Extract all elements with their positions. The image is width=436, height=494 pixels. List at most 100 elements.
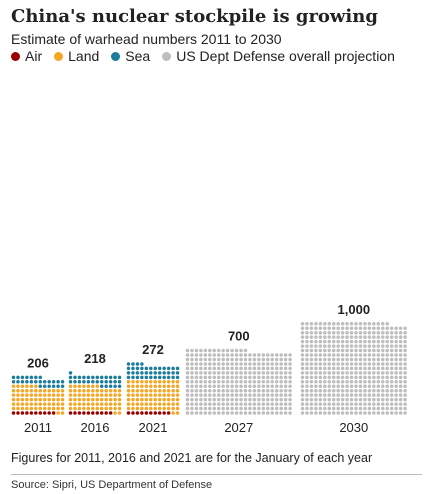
dot-us-dept-defense-overall-projection xyxy=(314,357,318,362)
dot-sea xyxy=(95,375,100,380)
dot-us-dept-defense-overall-projection xyxy=(221,375,225,380)
dot-land xyxy=(104,397,108,402)
dot-us-dept-defense-overall-projection xyxy=(403,326,407,331)
dot-sea xyxy=(117,375,122,380)
dot-land xyxy=(175,384,180,388)
dot-us-dept-defense-overall-projection xyxy=(283,375,288,380)
dot-us-dept-defense-overall-projection xyxy=(318,375,323,380)
dot-air xyxy=(34,411,38,415)
dot-us-dept-defense-overall-projection xyxy=(243,402,248,406)
dot-us-dept-defense-overall-projection xyxy=(199,380,203,384)
dot-land xyxy=(171,388,175,393)
dot-land xyxy=(104,388,108,393)
dot-land xyxy=(56,402,60,406)
dot-us-dept-defense-overall-projection xyxy=(305,330,309,335)
dot-us-dept-defense-overall-projection xyxy=(216,384,221,388)
dot-us-dept-defense-overall-projection xyxy=(354,406,358,411)
dot-us-dept-defense-overall-projection xyxy=(243,397,248,402)
dot-land xyxy=(68,402,73,406)
dot-land xyxy=(149,388,153,393)
dot-us-dept-defense-overall-projection xyxy=(190,384,194,388)
dot-sea xyxy=(42,384,47,388)
dot-us-dept-defense-overall-projection xyxy=(305,380,309,384)
dot-us-dept-defense-overall-projection xyxy=(230,406,234,411)
dot-us-dept-defense-overall-projection xyxy=(300,335,305,339)
dot-us-dept-defense-overall-projection xyxy=(327,326,332,331)
dot-land xyxy=(99,388,104,393)
dot-land xyxy=(117,397,122,402)
dot-land xyxy=(25,397,29,402)
dot-us-dept-defense-overall-projection xyxy=(309,397,314,402)
dot-sea xyxy=(25,375,29,380)
dot-us-dept-defense-overall-projection xyxy=(394,344,398,348)
dot-us-dept-defense-overall-projection xyxy=(363,353,367,357)
dot-us-dept-defense-overall-projection xyxy=(354,402,358,406)
dot-us-dept-defense-overall-projection xyxy=(363,366,367,371)
dot-us-dept-defense-overall-projection xyxy=(279,357,283,362)
dot-us-dept-defense-overall-projection xyxy=(363,402,367,406)
dot-air xyxy=(135,411,140,415)
dot-us-dept-defense-overall-projection xyxy=(283,402,288,406)
dot-us-dept-defense-overall-projection xyxy=(345,330,349,335)
dot-us-dept-defense-overall-projection xyxy=(363,330,367,335)
dot-land xyxy=(117,388,122,393)
dot-us-dept-defense-overall-projection xyxy=(225,366,230,371)
value-label-2021: 272 xyxy=(142,342,164,357)
dot-us-dept-defense-overall-projection xyxy=(403,366,407,371)
dot-us-dept-defense-overall-projection xyxy=(367,344,372,348)
dot-sea xyxy=(175,366,180,371)
dot-us-dept-defense-overall-projection xyxy=(323,339,327,344)
dot-sea xyxy=(104,375,108,380)
dot-us-dept-defense-overall-projection xyxy=(208,353,212,357)
dot-us-dept-defense-overall-projection xyxy=(403,335,407,339)
dot-us-dept-defense-overall-projection xyxy=(203,366,208,371)
dot-us-dept-defense-overall-projection xyxy=(203,402,208,406)
dot-us-dept-defense-overall-projection xyxy=(194,393,199,397)
dot-us-dept-defense-overall-projection xyxy=(318,411,323,415)
dot-us-dept-defense-overall-projection xyxy=(212,353,217,357)
dot-us-dept-defense-overall-projection xyxy=(239,393,243,397)
dot-land xyxy=(38,393,43,397)
dot-us-dept-defense-overall-projection xyxy=(234,371,239,375)
dot-land xyxy=(77,402,82,406)
dot-us-dept-defense-overall-projection xyxy=(327,397,332,402)
dot-us-dept-defense-overall-projection xyxy=(274,375,279,380)
dot-us-dept-defense-overall-projection xyxy=(345,411,349,415)
dot-us-dept-defense-overall-projection xyxy=(208,397,212,402)
dot-us-dept-defense-overall-projection xyxy=(376,380,381,384)
dot-us-dept-defense-overall-projection xyxy=(323,388,327,393)
dot-us-dept-defense-overall-projection xyxy=(349,406,354,411)
dot-us-dept-defense-overall-projection xyxy=(354,344,358,348)
dot-us-dept-defense-overall-projection xyxy=(248,393,252,397)
dot-us-dept-defense-overall-projection xyxy=(239,402,243,406)
dot-us-dept-defense-overall-projection xyxy=(372,411,376,415)
dot-us-dept-defense-overall-projection xyxy=(309,375,314,380)
dot-air xyxy=(42,411,47,415)
dot-us-dept-defense-overall-projection xyxy=(398,388,403,393)
dot-us-dept-defense-overall-projection xyxy=(385,375,389,380)
value-label-2030: 1,000 xyxy=(338,302,371,317)
category-label-2016: 2016 xyxy=(81,420,110,435)
dot-us-dept-defense-overall-projection xyxy=(208,362,212,366)
dot-land xyxy=(51,397,56,402)
dot-us-dept-defense-overall-projection xyxy=(221,406,225,411)
dot-sea xyxy=(135,375,140,380)
dot-land xyxy=(140,402,144,406)
dot-us-dept-defense-overall-projection xyxy=(274,402,279,406)
dot-us-dept-defense-overall-projection xyxy=(216,366,221,371)
dot-us-dept-defense-overall-projection xyxy=(208,384,212,388)
dot-us-dept-defense-overall-projection xyxy=(354,411,358,415)
dot-us-dept-defense-overall-projection xyxy=(239,411,243,415)
dot-us-dept-defense-overall-projection xyxy=(208,406,212,411)
dot-sea xyxy=(38,384,43,388)
dot-land xyxy=(166,384,171,388)
dot-us-dept-defense-overall-projection xyxy=(208,411,212,415)
dot-us-dept-defense-overall-projection xyxy=(266,380,270,384)
dot-us-dept-defense-overall-projection xyxy=(257,411,261,415)
dot-us-dept-defense-overall-projection xyxy=(314,388,318,393)
dot-us-dept-defense-overall-projection xyxy=(389,344,394,348)
dot-us-dept-defense-overall-projection xyxy=(274,353,279,357)
dot-land xyxy=(56,411,60,415)
dot-us-dept-defense-overall-projection xyxy=(349,348,354,353)
dot-us-dept-defense-overall-projection xyxy=(327,375,332,380)
